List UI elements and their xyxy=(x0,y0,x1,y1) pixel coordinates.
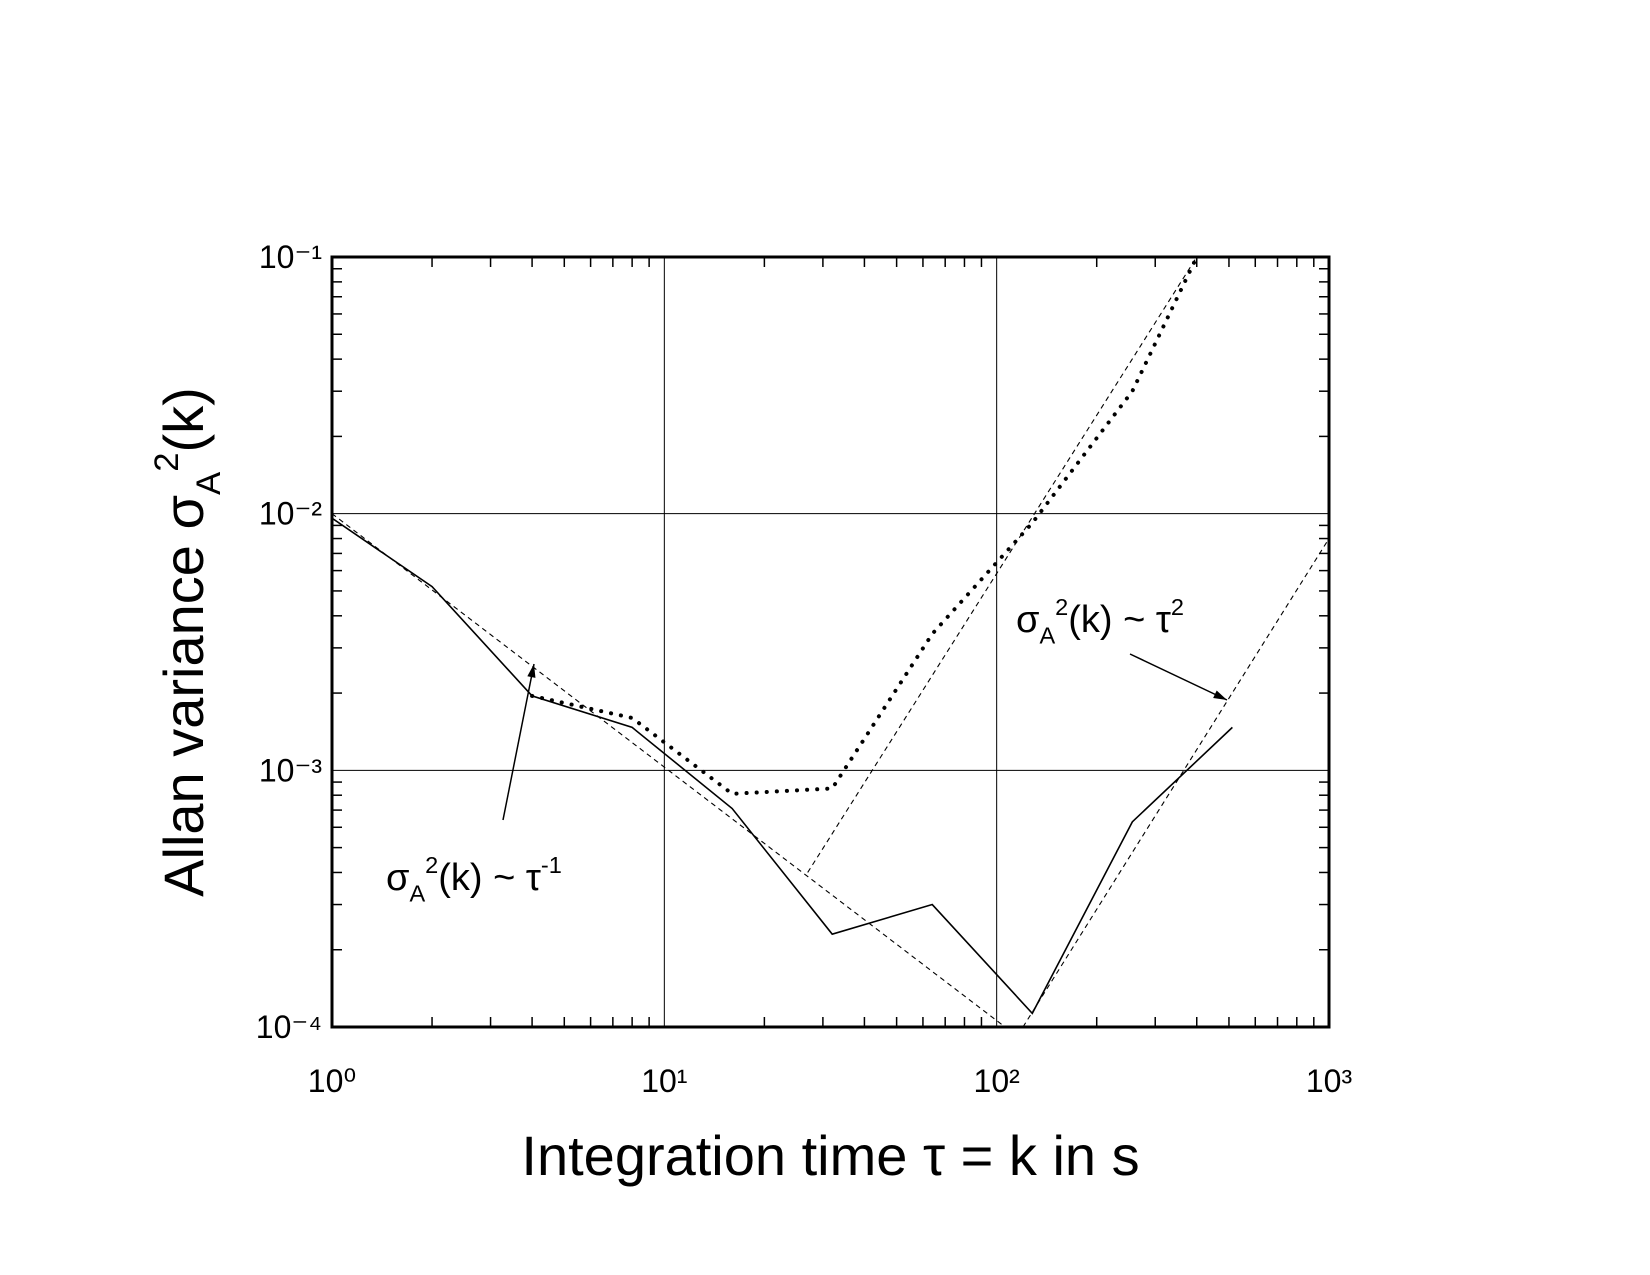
series-line xyxy=(1022,538,1329,1027)
annotation-arrow xyxy=(502,663,535,821)
y-tick-label: 10⁻¹ xyxy=(259,239,322,275)
x-tick-label: 10¹ xyxy=(641,1063,687,1099)
label: Allan variance σA2(k) xyxy=(148,387,228,897)
series-line xyxy=(332,513,1006,1027)
series-line xyxy=(807,257,1198,873)
label-part: Allan variance σ xyxy=(152,495,215,897)
label: σA2(k) ~ τ2 xyxy=(1016,594,1184,649)
label-part: 2 xyxy=(148,452,186,471)
plot-frame xyxy=(330,255,1331,1029)
label-part: A xyxy=(409,880,425,906)
label-part: (k) ~ τ xyxy=(438,857,541,899)
y-tick-label: 10⁻³ xyxy=(259,752,322,788)
label-part: -1 xyxy=(541,852,562,878)
annotation-arrow xyxy=(1129,653,1228,701)
y-tick-label: 10⁻⁴ xyxy=(256,1009,322,1045)
label: Integration time τ = k in s xyxy=(521,1124,1139,1187)
label: σA2(k) ~ τ-1 xyxy=(386,852,562,907)
label-part: A xyxy=(1039,622,1055,648)
series-line xyxy=(332,517,1233,1015)
x-tick-label: 10² xyxy=(974,1063,1021,1099)
label-part: (k) xyxy=(152,387,215,452)
label-part: σ xyxy=(386,857,409,899)
label-part: 2 xyxy=(1055,594,1068,620)
plot-area xyxy=(332,257,1329,1027)
series-line xyxy=(530,257,1199,796)
label-part: 2 xyxy=(425,852,438,878)
label-part: (k) ~ τ xyxy=(1068,599,1171,641)
arrow-head xyxy=(527,664,536,678)
arrow-head xyxy=(1213,690,1227,700)
label-part: σ xyxy=(1016,599,1039,641)
y-tick-label: 10⁻² xyxy=(259,496,322,532)
label-part: Integration time τ = k in s xyxy=(521,1124,1139,1187)
x-tick-label: 10³ xyxy=(1306,1063,1353,1099)
label-part: A xyxy=(190,471,228,495)
x-tick-label: 10⁰ xyxy=(308,1063,356,1099)
label-part: 2 xyxy=(1171,594,1184,620)
